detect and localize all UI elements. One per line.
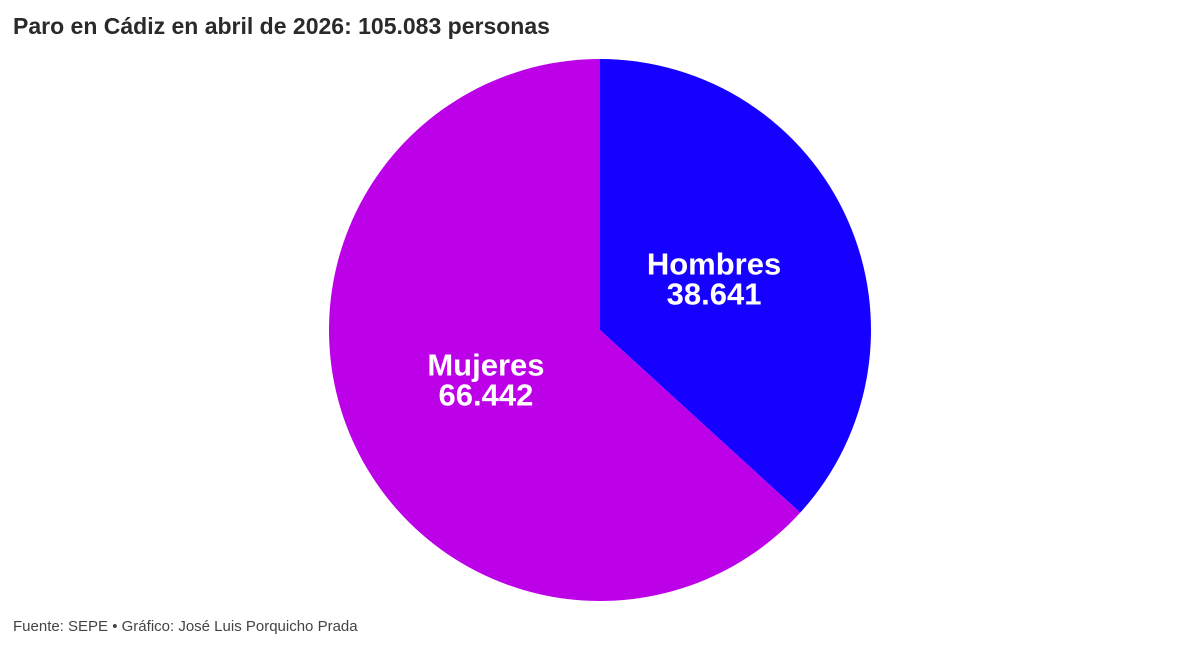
- chart-source: Fuente: SEPE • Gráfico: José Luis Porqui…: [13, 618, 358, 635]
- pie-slice-hombres: [600, 59, 872, 513]
- slice-label-mujeres: Mujeres: [427, 347, 544, 382]
- pie-slices: [329, 59, 872, 601]
- slice-value-mujeres: 66.442: [439, 377, 534, 412]
- chart-title: Paro en Cádiz en abril de 2026: 105.083 …: [13, 13, 550, 39]
- pie-slice-mujeres: [329, 59, 801, 601]
- slice-value-hombres: 38.641: [667, 277, 762, 312]
- slice-label-hombres: Hombres: [647, 247, 781, 282]
